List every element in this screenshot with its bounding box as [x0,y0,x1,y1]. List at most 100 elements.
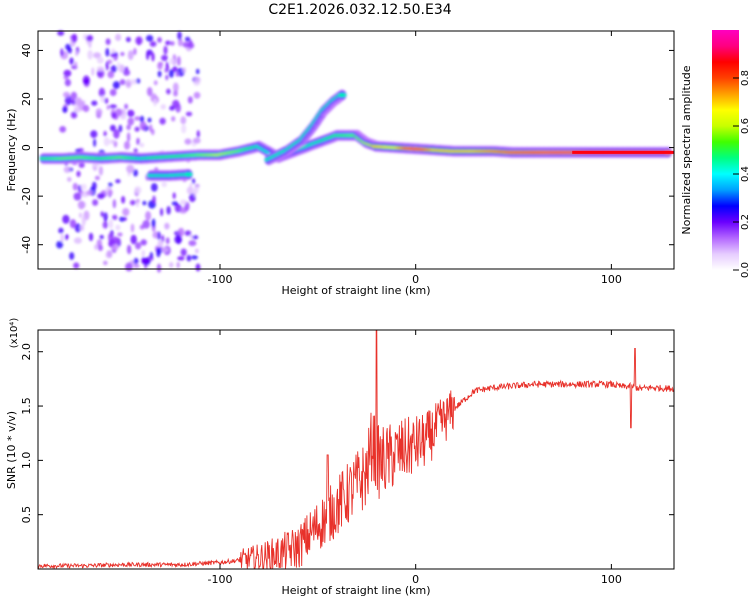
heatmap-noise-blob [69,252,75,260]
heatmap-frame [37,30,675,270]
heatmap-noise-blob [133,257,139,265]
heatmap-noise-blob [80,183,87,191]
heatmap-noise-blob [123,69,131,76]
heatmap-layer [39,30,674,273]
heatmap-noise-blob [59,126,67,133]
heatmap-peak-band [572,150,674,154]
heatmap-noise-blob [100,95,105,103]
heatmap-noise-blob [175,103,182,113]
heatmap-noise-blob [106,105,110,110]
heatmap-noise-blob [86,35,94,42]
heatmap-noise-blob [134,126,140,132]
heatmap-noise-blob [110,52,117,58]
heatmap-noise-blob [70,91,78,100]
heatmap-noise-blob [195,185,199,194]
heatmap-noise-blob [193,91,201,99]
heatmap-ticks: -100 0 100 -40 -20 0 20 40 [20,31,674,286]
heatmap-noise-blob [73,237,82,244]
snr-y-scale-label: (x10⁴) [9,318,20,349]
heatmap-noise-blob [60,233,64,243]
heatmap-noise-blob [100,211,104,217]
heatmap-noise-blob [103,260,108,266]
heatmap-y-tick-label: -40 [20,236,33,254]
heatmap-noise-blob [98,87,106,98]
heatmap-noise-blob [169,58,175,65]
heatmap-noise-blob [187,96,193,104]
heatmap-noise-blob [171,116,176,122]
heatmap-noise-blob [119,79,126,86]
heatmap-noise-blob [131,79,137,85]
heatmap-noise-blob [109,104,117,109]
heatmap-noise-blob [185,111,193,117]
heatmap-noise-blob [94,175,100,181]
heatmap-noise-blob [194,76,201,84]
heatmap-noise-blob [69,57,74,65]
heatmap-noise-blob [126,164,135,174]
heatmap-noise-blob [56,240,64,249]
heatmap-noise-blob [106,250,113,258]
heatmap-noise-blob [114,238,120,245]
heatmap-noise-blob [137,36,141,46]
heatmap-noise-blob [166,88,171,95]
heatmap-noise-blob [168,69,174,78]
heatmap-noise-blob [62,106,68,113]
heatmap-noise-blob [111,139,115,144]
heatmap-noise-blob [65,234,69,240]
heatmap-noise-blob [136,137,140,145]
heatmap-noise-blob [177,31,182,40]
heatmap-noise-blob [164,222,170,230]
heatmap-noise-blob [118,124,123,133]
heatmap-noise-blob [187,42,195,49]
colorbar-tick-label: 0.6 [740,118,750,134]
heatmap-noise-blob [163,45,168,55]
heatmap-noise-blob [195,263,201,272]
heatmap-noise-blob [72,182,78,191]
colorbar-label: Normalized spectral amplitude [680,65,693,234]
heatmap-noise-blob [165,40,171,46]
heatmap-x-axis-label: Height of straight line (km) [281,284,430,297]
heatmap-noise-blob [127,109,135,117]
snr-panel: -100 0 100 0.5 1.0 1.5 2.0 Height of straight … [5,318,675,597]
snr-y-tick-label: 1.0 [20,452,33,470]
heatmap-noise-blob [152,195,156,204]
heatmap-noise-blob [62,214,70,224]
heatmap-noise-blob [135,78,141,84]
heatmap-noise-blob [84,78,89,85]
heatmap-noise-blob [140,239,147,246]
heatmap-noise-blob [73,106,81,113]
heatmap-noise-blob [103,137,110,147]
snr-x-tick-label: 100 [601,573,622,586]
heatmap-noise-blob [139,121,147,131]
heatmap-noise-blob [177,227,185,237]
heatmap-branch-cell [337,93,347,97]
figure-title: C2E1.2026.032.12.50.E34 [268,2,451,18]
heatmap-noise-blob [93,138,97,147]
heatmap-noise-blob [70,111,78,119]
heatmap-noise-blob [177,38,183,47]
snr-plot-area [38,330,674,569]
colorbar-scale [712,30,739,270]
heatmap-noise-blob [176,261,180,269]
heatmap-noise-blob [124,103,128,110]
heatmap-noise-blob [130,234,137,245]
heatmap-noise-blob [184,36,191,42]
heatmap-noise-blob [82,104,90,113]
heatmap-noise-blob [192,137,201,144]
heatmap-noise-blob [112,81,120,89]
heatmap-noise-blob [133,148,138,153]
heatmap-noise-blob [108,219,113,229]
heatmap-noise-blob [169,262,174,268]
heatmap-noise-blob [95,108,103,116]
heatmap-noise-blob [94,244,98,251]
heatmap-noise-blob [123,141,131,150]
heatmap-noise-blob [75,148,81,154]
heatmap-noise-blob [67,177,72,182]
heatmap-noise-blob [153,98,157,107]
heatmap-noise-blob [63,69,72,77]
heatmap-noise-blob [165,74,169,81]
heatmap-noise-blob [78,162,85,168]
heatmap-noise-blob [160,208,164,217]
heatmap-noise-blob [110,124,116,132]
heatmap-noise-blob [182,67,186,73]
